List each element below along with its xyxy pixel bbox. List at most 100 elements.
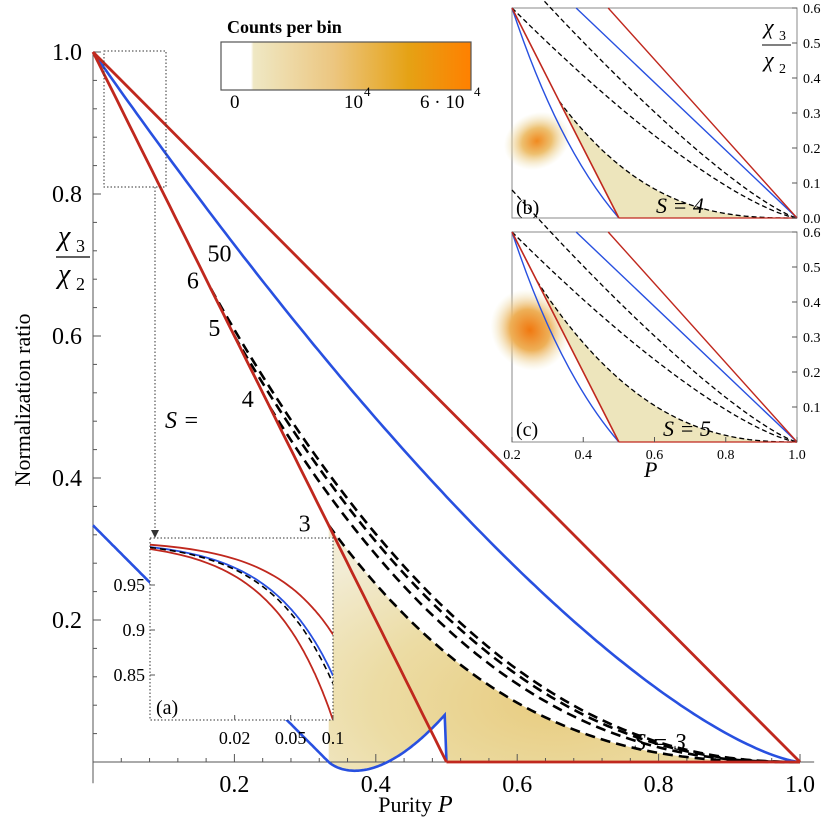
inset-a-red-lower bbox=[150, 548, 333, 720]
inset-c-dashed-upper bbox=[511, 189, 798, 443]
colorbar-tick-6e4-exp: 4 bbox=[474, 84, 481, 99]
inset-c-hotspot bbox=[490, 289, 570, 371]
main-density-fill bbox=[328, 525, 800, 771]
y-fraction-den-sub: 2 bbox=[76, 274, 85, 294]
inset-b-y-tick-label: 0.0 bbox=[803, 212, 821, 227]
inset-c-red-upper bbox=[607, 231, 798, 443]
inset-c-x-tick-label: 1.0 bbox=[788, 448, 806, 463]
inset-b-y-tick-label: 0.2 bbox=[803, 142, 821, 157]
inset-b-ylabel-num-sub: 3 bbox=[779, 29, 786, 44]
y-axis-fraction: χ 3 χ 2 bbox=[55, 221, 90, 294]
y-tick-label: 1.0 bbox=[52, 40, 82, 66]
y-fraction-den: χ bbox=[55, 259, 71, 290]
s-equals-label: S = bbox=[165, 408, 199, 434]
inset-c-dashed-boundary bbox=[536, 280, 797, 443]
inset-b-ticks: 0.0 0.1 0.2 0.3 0.4 0.5 0.6 bbox=[792, 2, 821, 227]
x-tick-label: 0.6 bbox=[502, 772, 532, 798]
colorbar-tick-1e4-exp: 4 bbox=[364, 84, 371, 99]
inset-b-y-tick-label: 0.1 bbox=[803, 177, 821, 192]
inset-b-ylabel-num: χ bbox=[762, 14, 775, 39]
inset-b-dashed-upper bbox=[511, 7, 798, 219]
inset-b-y-tick-label: 0.3 bbox=[803, 107, 821, 122]
y-fraction-num: χ bbox=[55, 221, 71, 252]
inset-b-y-tick-label: 0.4 bbox=[803, 72, 821, 87]
inset-c-y-tick-label: 0.5 bbox=[803, 261, 821, 276]
inset-b-blue-upper bbox=[575, 7, 798, 219]
red-upper-bound bbox=[92, 51, 801, 763]
x-tick-label: 1.0 bbox=[785, 772, 815, 798]
inset-b-hotspot bbox=[503, 111, 570, 171]
main-tick-labels: 0.2 0.4 0.6 0.8 1.0 0.2 0.4 0.6 0.8 1.0 bbox=[52, 40, 815, 798]
inset-b-dashed-upper bbox=[542, 0, 798, 219]
dashed-curve-s3 bbox=[327, 524, 800, 764]
inset-a-blue bbox=[150, 546, 333, 676]
inset-a-dashed bbox=[150, 546, 333, 684]
x-tick-label: 0.2 bbox=[219, 772, 249, 798]
inset-a-y-tick-label: 0.85 bbox=[114, 665, 146, 685]
main-chart: 0.2 0.4 0.6 0.8 1.00.20.40.60.81.0 Purity P … bbox=[10, 40, 815, 818]
inset-a-frame bbox=[149, 537, 334, 721]
region-label-s3: S = 3 bbox=[634, 730, 686, 756]
red-lower-bound bbox=[91, 51, 448, 763]
y-tick-label: 0.8 bbox=[52, 182, 82, 208]
dashed-curve-s4 bbox=[268, 406, 800, 764]
inset-c-x-tick-label: 0.6 bbox=[646, 448, 664, 463]
inset-c-y-tick-label: 0.1 bbox=[803, 401, 821, 416]
inset-c-red-lower bbox=[536, 280, 620, 443]
inset-c-x-tick-label: 0.2 bbox=[503, 448, 521, 463]
y-tick-label: 0.4 bbox=[52, 466, 82, 492]
inset-c-panel-label: (c) bbox=[516, 419, 538, 441]
s-point-label-5: 5 bbox=[208, 316, 220, 342]
colorbar-tick-0: 0 bbox=[230, 92, 240, 113]
x-axis-label: Purity bbox=[378, 792, 432, 817]
blue-boundary-upper bbox=[91, 51, 801, 764]
inset-c-xlabel: P bbox=[643, 457, 657, 482]
inset-c-ticks: 0.1 0.2 0.3 0.4 0.5 0.6 0.2 0.4 0.6 0.8 1.0 bbox=[503, 226, 820, 463]
inset-a-red-upper bbox=[150, 543, 333, 635]
inset-b-dashed-boundary bbox=[558, 101, 797, 219]
s-point-label-6: 6 bbox=[187, 269, 199, 295]
inset-b-red-lower bbox=[558, 101, 620, 219]
inset-b-y-tick-label: 0.5 bbox=[803, 37, 821, 52]
y-axis-label: Normalization ratio bbox=[10, 314, 35, 487]
inset-c-x-tick-label: 0.8 bbox=[717, 448, 735, 463]
inset-c-y-tick-label: 0.4 bbox=[803, 296, 821, 311]
inset-b-panel-label: (b) bbox=[516, 197, 539, 219]
inset-a-x-tick-label: 0.05 bbox=[275, 728, 307, 748]
inset-a: 0.95 0.9 0.85 0.02 0.05 0.1 (a) bbox=[114, 537, 344, 748]
inset-c-red-left bbox=[511, 231, 538, 282]
y-fraction-num-sub: 3 bbox=[76, 236, 85, 256]
inset-c-y-tick-label: 0.2 bbox=[803, 366, 821, 381]
inset-c-region-label: S = 5 bbox=[663, 416, 711, 441]
zoom-box bbox=[103, 50, 167, 188]
inset-b-red-left bbox=[511, 7, 561, 102]
x-tick-label: 0.4 bbox=[361, 772, 391, 798]
colorbar-tick-1e4: 10 bbox=[344, 92, 363, 113]
x-axis-var: P bbox=[437, 792, 453, 818]
inset-b-ylabel: χ 3 χ 2 bbox=[762, 14, 791, 77]
s-point-labels: 3 4 56 50 bbox=[187, 241, 311, 537]
colorbar-tick-6e4: 6 · 10 bbox=[420, 92, 464, 113]
colorbar: Counts per bin 0 10 4 6 · 10 4 bbox=[220, 17, 481, 113]
inset-b-y-tick-label: 0.6 bbox=[803, 2, 821, 17]
inset-b-ylabel-den: χ bbox=[762, 47, 775, 72]
y-tick-label: 0.6 bbox=[52, 324, 82, 350]
inset-a-y-tick-label: 0.95 bbox=[114, 575, 146, 595]
inset-c-dashed-upper bbox=[511, 231, 798, 443]
inset-b-blue-lower bbox=[511, 7, 620, 219]
inset-b: 0.0 0.1 0.2 0.3 0.4 0.5 0.6 (b) S = 4 χ 3 χ 2 bbox=[503, 0, 821, 227]
inset-c-blue-lower bbox=[511, 231, 620, 443]
s-point-label-3: 3 bbox=[299, 511, 311, 537]
inset-b-content bbox=[503, 0, 798, 219]
inset-a-x-tick-label: 0.02 bbox=[219, 728, 251, 748]
zoom-arrow-icon bbox=[151, 530, 159, 538]
main-series bbox=[91, 51, 801, 773]
inset-b-region-label: S = 4 bbox=[656, 193, 704, 218]
inset-b-red-upper bbox=[607, 7, 798, 219]
inset-c: 0.1 0.2 0.3 0.4 0.5 0.6 0.2 0.4 0.6 0.8 1.0 (c) S … bbox=[490, 189, 821, 482]
inset-a-series bbox=[150, 543, 333, 720]
s-point-label-50: 50 bbox=[208, 241, 232, 267]
inset-a-panel-label: (a) bbox=[156, 697, 178, 719]
inset-c-blue-upper bbox=[575, 231, 798, 443]
